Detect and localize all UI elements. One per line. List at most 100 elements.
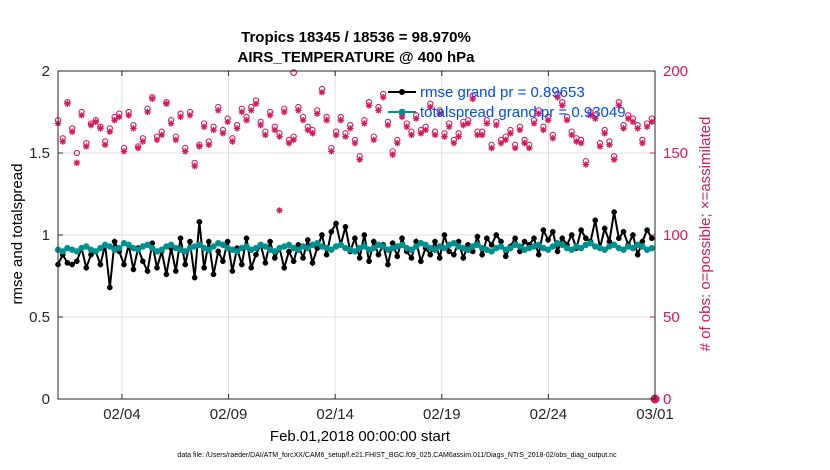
rmse-point [366,258,372,265]
rmse-point [172,268,179,274]
totalspread-point [422,241,429,249]
obs-assimilated-point [144,108,151,116]
rmse-point [385,261,391,268]
rmse-point [460,255,467,261]
totalspread-point [544,246,552,254]
legend-rmse-label: rmse grand pr = 0.89653 [420,84,585,101]
obs-assimilated-point [149,95,156,103]
rmse-point [323,251,330,258]
obs-assimilated-point [116,113,123,121]
totalspread-point [516,243,524,250]
obs-assimilated-point [601,130,608,137]
rmse-point [545,237,551,243]
rmse-point [370,238,377,245]
obs-assimilated-point [200,123,208,130]
obs-assimilated-point [540,126,547,134]
totalspread-point [379,243,387,250]
y-axis-title: rmse and totalspread [9,164,26,305]
obs-assimilated-point [87,121,95,129]
rmse-point [74,258,80,265]
rmse-point [319,232,325,238]
rmse-point [342,223,349,230]
obs-assimilated-point [582,161,590,168]
rmse-point [356,255,363,261]
obs-assimilated-point [210,126,217,134]
obs-assimilated-point [313,110,321,117]
totalspread-point [271,248,279,255]
y-tick-label: 0 [42,391,50,408]
obs-assimilated-point [417,130,425,137]
rmse-point [64,260,71,266]
rmse-point [601,225,608,232]
totalspread-point [205,246,213,254]
rmse-point [620,228,627,235]
rmse-point [441,232,448,238]
obs-assimilated-point [379,94,387,101]
rmse-point [69,261,75,268]
rmse-point [399,235,405,242]
obs-assimilated-point [276,133,283,140]
totalspread-point [587,239,594,247]
y2-tick-label: 50 [663,309,680,326]
y-tick-label: 1 [42,227,50,244]
obs-assimilated-point [639,139,646,147]
obs-assimilated-point [177,113,184,121]
obs-assimilated-series [54,89,656,170]
obs-assimilated-point [172,136,180,144]
totalspread-point [601,246,608,254]
obs-assimilated-point [205,141,213,148]
totalspread-point [620,246,627,254]
obs-assimilated-point [460,121,467,129]
obs-assimilated-point [186,112,194,119]
totalspread-point [262,243,269,250]
obs-assimilated-point [408,131,415,139]
totalspread-point [158,246,165,254]
obs-assimilated-point [464,120,472,127]
obs-assimilated-point [252,100,260,107]
totalspread-point [167,241,175,249]
obs-assimilated-point [398,113,406,121]
rmse-point [121,261,127,268]
obs-assimilated-point [596,143,604,150]
obs-assimilated-point [502,136,509,144]
obs-possible-point [73,149,81,157]
obs-assimilated-point [332,131,340,139]
rmse-point [177,235,184,242]
obs-assimilated-point [384,121,392,129]
obs-assimilated-point [73,159,81,167]
totalspread-point [328,246,335,254]
totalspread-point [370,244,378,252]
totalspread-point [73,248,81,255]
totalspread-point [97,244,104,252]
rmse-point [281,264,288,271]
obs-assimilated-point [125,112,132,119]
rmse-point [615,235,622,242]
obs-assimilated-point [554,94,561,101]
obs-assimilated-point [559,102,566,109]
rmse-point [611,209,617,215]
totalspread-point [116,244,123,252]
rmse-point [592,217,599,224]
y2-tick-label: 0 [663,391,671,408]
rmse-point [578,227,584,233]
obs-assimilated-point [587,112,594,119]
rmse-point [446,248,453,255]
obs-assimilated-point [243,117,250,124]
totalspread-point [59,248,66,255]
totalspread-point [431,246,439,254]
obs-assimilated-point [606,141,613,148]
totalspread-point [92,248,99,255]
obs-assimilated-point [304,126,311,134]
rmse-point [554,248,561,255]
rmse-point [300,255,306,261]
y2-tick-label: 200 [663,63,688,80]
rmse-point [549,228,556,235]
rmse-point [267,238,273,245]
y2-tick-label: 150 [663,145,688,162]
obs-assimilated-point [233,125,241,132]
obs-assimilated-point [478,131,486,139]
rmse-point [304,237,311,243]
totalspread-point [629,244,637,252]
x-tick-label: 03/01 [636,406,674,423]
